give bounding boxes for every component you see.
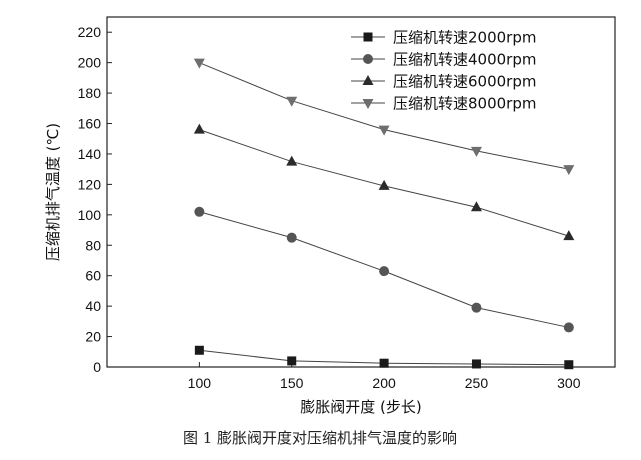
legend-label: 压缩机转速8000rpm — [393, 95, 536, 113]
marker-triangle-down — [362, 99, 374, 109]
legend: 压缩机转速2000rpm 压缩机转速4000rpm 压缩机转速6000rpm 压缩机转… — [351, 29, 536, 113]
series — [193, 58, 575, 176]
y-tick-label: 40 — [85, 298, 101, 314]
series — [193, 123, 575, 241]
y-tick-label: 80 — [85, 237, 101, 253]
legend-label: 压缩机转速6000rpm — [393, 73, 536, 91]
y-tick-label: 0 — [93, 359, 101, 375]
series-layer — [193, 58, 575, 370]
legend-label: 压缩机转速4000rpm — [393, 51, 536, 69]
legend-label: 压缩机转速2000rpm — [393, 29, 536, 47]
x-tick-label: 250 — [465, 375, 489, 391]
legend-item: 压缩机转速2000rpm — [351, 29, 536, 47]
y-tick-label: 60 — [85, 268, 101, 284]
y-tick-label: 100 — [78, 207, 102, 223]
marker-circle — [379, 266, 390, 277]
marker-square — [194, 345, 204, 355]
y-tick-label: 120 — [78, 176, 102, 192]
legend-item: 压缩机转速6000rpm — [351, 73, 536, 91]
marker-circle — [194, 206, 205, 217]
y-axis: 0 20 40 60 80 100 120 140 160 180 200 220 — [78, 24, 112, 375]
marker-triangle-up — [378, 179, 390, 190]
x-tick-label: 150 — [280, 375, 304, 391]
marker-circle — [471, 302, 482, 313]
y-tick-label: 220 — [78, 24, 102, 40]
marker-triangle-down — [563, 165, 575, 176]
marker-triangle-down — [286, 96, 298, 107]
x-tick-label: 100 — [188, 375, 212, 391]
series — [194, 345, 574, 370]
figure-caption: 图 1 膨胀阀开度对压缩机排气温度的影响 — [183, 429, 457, 447]
marker-triangle-up — [563, 230, 575, 241]
marker-triangle-up — [470, 201, 482, 212]
x-tick-label: 200 — [372, 375, 396, 391]
marker-square — [564, 360, 574, 370]
y-tick-label: 140 — [78, 146, 102, 162]
marker-square — [363, 32, 373, 42]
legend-item: 压缩机转速4000rpm — [351, 51, 536, 69]
marker-square — [287, 356, 297, 366]
marker-square — [379, 358, 389, 368]
marker-triangle-up — [362, 75, 374, 85]
marker-triangle-down — [378, 125, 390, 136]
x-tick-label: 300 — [557, 375, 581, 391]
y-tick-label: 20 — [85, 329, 101, 345]
y-tick-label: 160 — [78, 116, 102, 132]
series — [194, 206, 574, 333]
marker-circle — [363, 54, 373, 64]
y-tick-label: 180 — [78, 85, 102, 101]
marker-triangle-up — [286, 155, 298, 166]
marker-circle — [286, 232, 297, 243]
marker-circle — [563, 322, 574, 333]
y-tick-label: 200 — [78, 55, 102, 71]
x-axis-title: 膨胀阀开度 (步长) — [300, 398, 421, 416]
marker-triangle-up — [193, 123, 205, 134]
marker-triangle-down — [193, 58, 205, 69]
y-axis-title: 压缩机排气温度 (℃) — [44, 123, 62, 261]
plot-frame — [106, 16, 616, 368]
marker-triangle-down — [470, 146, 482, 157]
marker-square — [471, 359, 481, 369]
legend-item: 压缩机转速8000rpm — [351, 95, 536, 113]
